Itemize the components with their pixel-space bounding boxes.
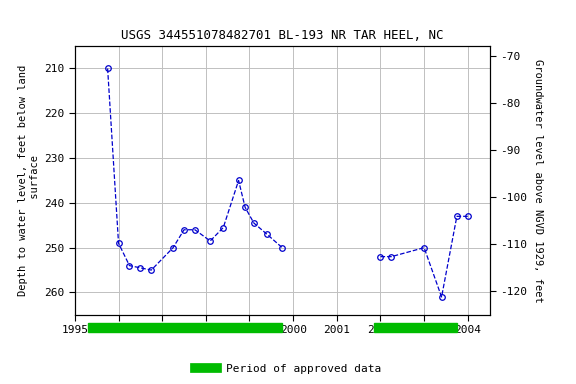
Y-axis label: Depth to water level, feet below land
 surface: Depth to water level, feet below land su… [18, 65, 40, 296]
Bar [374, 323, 457, 332]
Legend: Period of approved data: Period of approved data [191, 359, 385, 379]
Y-axis label: Groundwater level above NGVD 1929, feet: Groundwater level above NGVD 1929, feet [533, 59, 543, 302]
Title: USGS 344551078482701 BL-193 NR TAR HEEL, NC: USGS 344551078482701 BL-193 NR TAR HEEL,… [121, 29, 444, 42]
Bar [88, 323, 282, 332]
